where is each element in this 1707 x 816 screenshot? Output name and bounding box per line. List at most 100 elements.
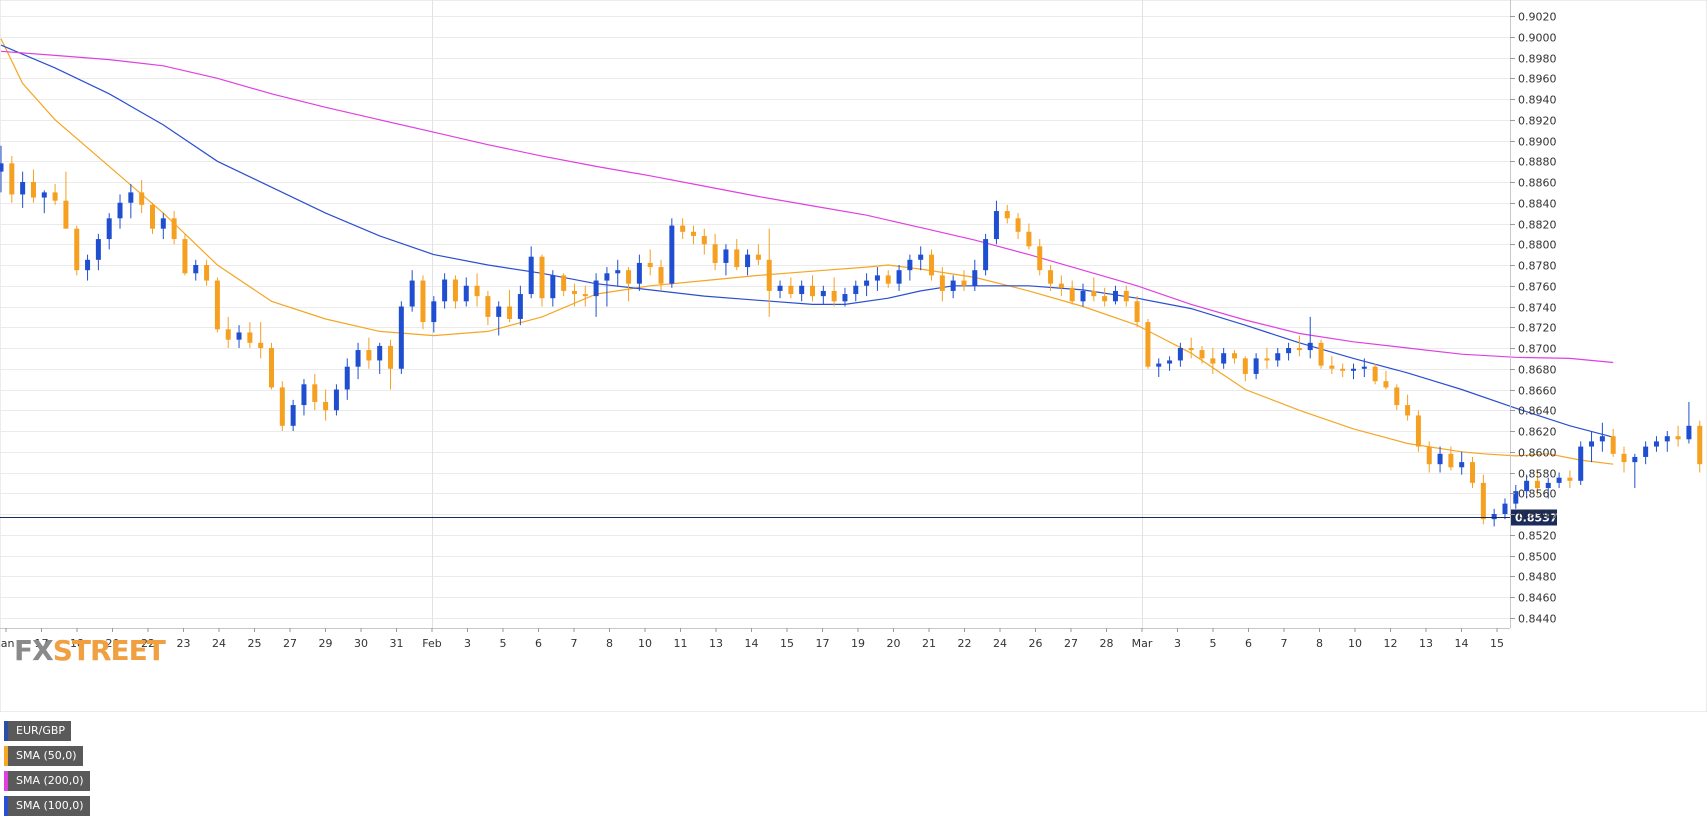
candle-body bbox=[1557, 478, 1562, 483]
candle-body bbox=[788, 286, 793, 294]
y-tick-label: 0.8460 bbox=[1518, 592, 1557, 605]
candle-body bbox=[1286, 348, 1291, 353]
legend-label-sma50: SMA (50,0) bbox=[16, 749, 77, 762]
x-tick-label: 3 bbox=[1174, 637, 1181, 650]
candle-body bbox=[1135, 301, 1140, 322]
candle-body bbox=[1438, 454, 1443, 464]
y-tick-label: 0.8760 bbox=[1518, 281, 1557, 294]
grid-layer bbox=[0, 0, 1707, 712]
candle-body bbox=[594, 281, 599, 297]
candle-body bbox=[74, 229, 79, 271]
candle-body bbox=[1578, 447, 1583, 481]
candle-body bbox=[929, 255, 934, 276]
candle-body bbox=[128, 192, 133, 202]
candle-body bbox=[1492, 514, 1497, 519]
y-tick-label: 0.8660 bbox=[1518, 385, 1557, 398]
candle-body bbox=[1189, 348, 1194, 350]
candle-body bbox=[1589, 441, 1594, 446]
candle-body bbox=[1319, 343, 1324, 366]
y-tick-label: 0.8600 bbox=[1518, 447, 1557, 460]
candle-body bbox=[1297, 348, 1302, 350]
candle-body bbox=[1167, 360, 1172, 363]
candle-body bbox=[53, 192, 58, 200]
y-tick-label: 0.8540 bbox=[1518, 509, 1557, 522]
legend-label-sma200: SMA (200,0) bbox=[16, 774, 84, 787]
y-tick-label: 0.8560 bbox=[1518, 488, 1557, 501]
x-tick-label: 3 bbox=[464, 637, 471, 650]
candle-body bbox=[1600, 436, 1605, 441]
x-tick-label: 7 bbox=[571, 637, 578, 650]
candle-body bbox=[734, 249, 739, 267]
candle-body bbox=[1048, 270, 1053, 283]
y-tick-label: 0.8620 bbox=[1518, 426, 1557, 439]
candle-body bbox=[1243, 358, 1248, 374]
x-tick-label: Mar bbox=[1132, 637, 1153, 650]
candle-body bbox=[821, 291, 826, 296]
candle-body bbox=[1632, 457, 1637, 462]
candle-body bbox=[745, 255, 750, 267]
legend-label-symbol: EUR/GBP bbox=[16, 724, 65, 737]
x-tick-label: 25 bbox=[248, 637, 262, 650]
candle-body bbox=[886, 275, 891, 283]
candle-body bbox=[1275, 353, 1280, 360]
x-tick-label: 30 bbox=[354, 637, 368, 650]
candle-body bbox=[1037, 246, 1042, 270]
candle-body bbox=[1676, 436, 1681, 439]
y-tick-label: 0.8480 bbox=[1518, 571, 1557, 584]
x-tick-label: 27 bbox=[283, 637, 297, 650]
legend-swatch-sma50 bbox=[4, 746, 8, 766]
candle-body bbox=[507, 307, 512, 319]
candle-body bbox=[615, 270, 620, 273]
candle-body bbox=[810, 286, 815, 296]
candle-body bbox=[1210, 358, 1215, 363]
y-tick-label: 0.8520 bbox=[1518, 530, 1557, 543]
candle-body bbox=[648, 263, 653, 267]
candle-body bbox=[1081, 291, 1086, 301]
candle-body bbox=[107, 218, 112, 239]
candle-body bbox=[1308, 343, 1313, 350]
candle-body bbox=[680, 226, 685, 232]
candle-body bbox=[182, 239, 187, 273]
candle-body bbox=[161, 218, 166, 228]
x-tick-label: 23 bbox=[177, 637, 191, 650]
x-tick-label: 19 bbox=[851, 637, 865, 650]
candle-body bbox=[1091, 291, 1096, 296]
candle-body bbox=[897, 270, 902, 283]
legend-swatch-sma200 bbox=[4, 771, 8, 791]
candle-body bbox=[1481, 483, 1486, 519]
candle-body bbox=[1351, 369, 1356, 371]
candle-body bbox=[1373, 367, 1378, 382]
x-tick-label: 27 bbox=[1064, 637, 1078, 650]
legend-swatch-sma100 bbox=[4, 796, 8, 816]
legend-item-sma200[interactable]: SMA (200,0) bbox=[4, 771, 90, 791]
candle-body bbox=[1654, 441, 1659, 446]
y-tick-label: 0.9020 bbox=[1518, 11, 1557, 24]
candle-body bbox=[983, 239, 988, 270]
candle-body bbox=[637, 263, 642, 284]
y-tick-label: 0.8640 bbox=[1518, 405, 1557, 418]
candle-body bbox=[723, 249, 728, 262]
legend-item-symbol[interactable]: EUR/GBP bbox=[4, 721, 71, 741]
candle-body bbox=[291, 405, 296, 426]
legend-swatch-symbol bbox=[4, 721, 8, 741]
candle-body bbox=[1059, 284, 1064, 288]
x-tick-label: 5 bbox=[1210, 637, 1217, 650]
candle-body bbox=[20, 182, 25, 194]
candle-body bbox=[972, 270, 977, 286]
x-tick-label: Feb bbox=[422, 637, 441, 650]
candle-body bbox=[691, 232, 696, 236]
legend-item-sma100[interactable]: SMA (100,0) bbox=[4, 796, 90, 816]
y-tick-label: 0.8700 bbox=[1518, 343, 1557, 356]
candle-body bbox=[215, 281, 220, 330]
candle-body bbox=[940, 275, 945, 291]
candle-body bbox=[1622, 454, 1627, 462]
chart-svg: 0.85371 0.90200.90000.89800.89600.89400.… bbox=[0, 0, 1707, 712]
candle-body bbox=[485, 296, 490, 317]
candle-body bbox=[258, 343, 263, 348]
y-tick-label: 0.8680 bbox=[1518, 364, 1557, 377]
candle-body bbox=[1362, 367, 1367, 369]
legend-item-sma50[interactable]: SMA (50,0) bbox=[4, 746, 83, 766]
candle-body bbox=[918, 255, 923, 260]
candle-body bbox=[1016, 218, 1021, 231]
y-tick-label: 0.9000 bbox=[1518, 32, 1557, 45]
